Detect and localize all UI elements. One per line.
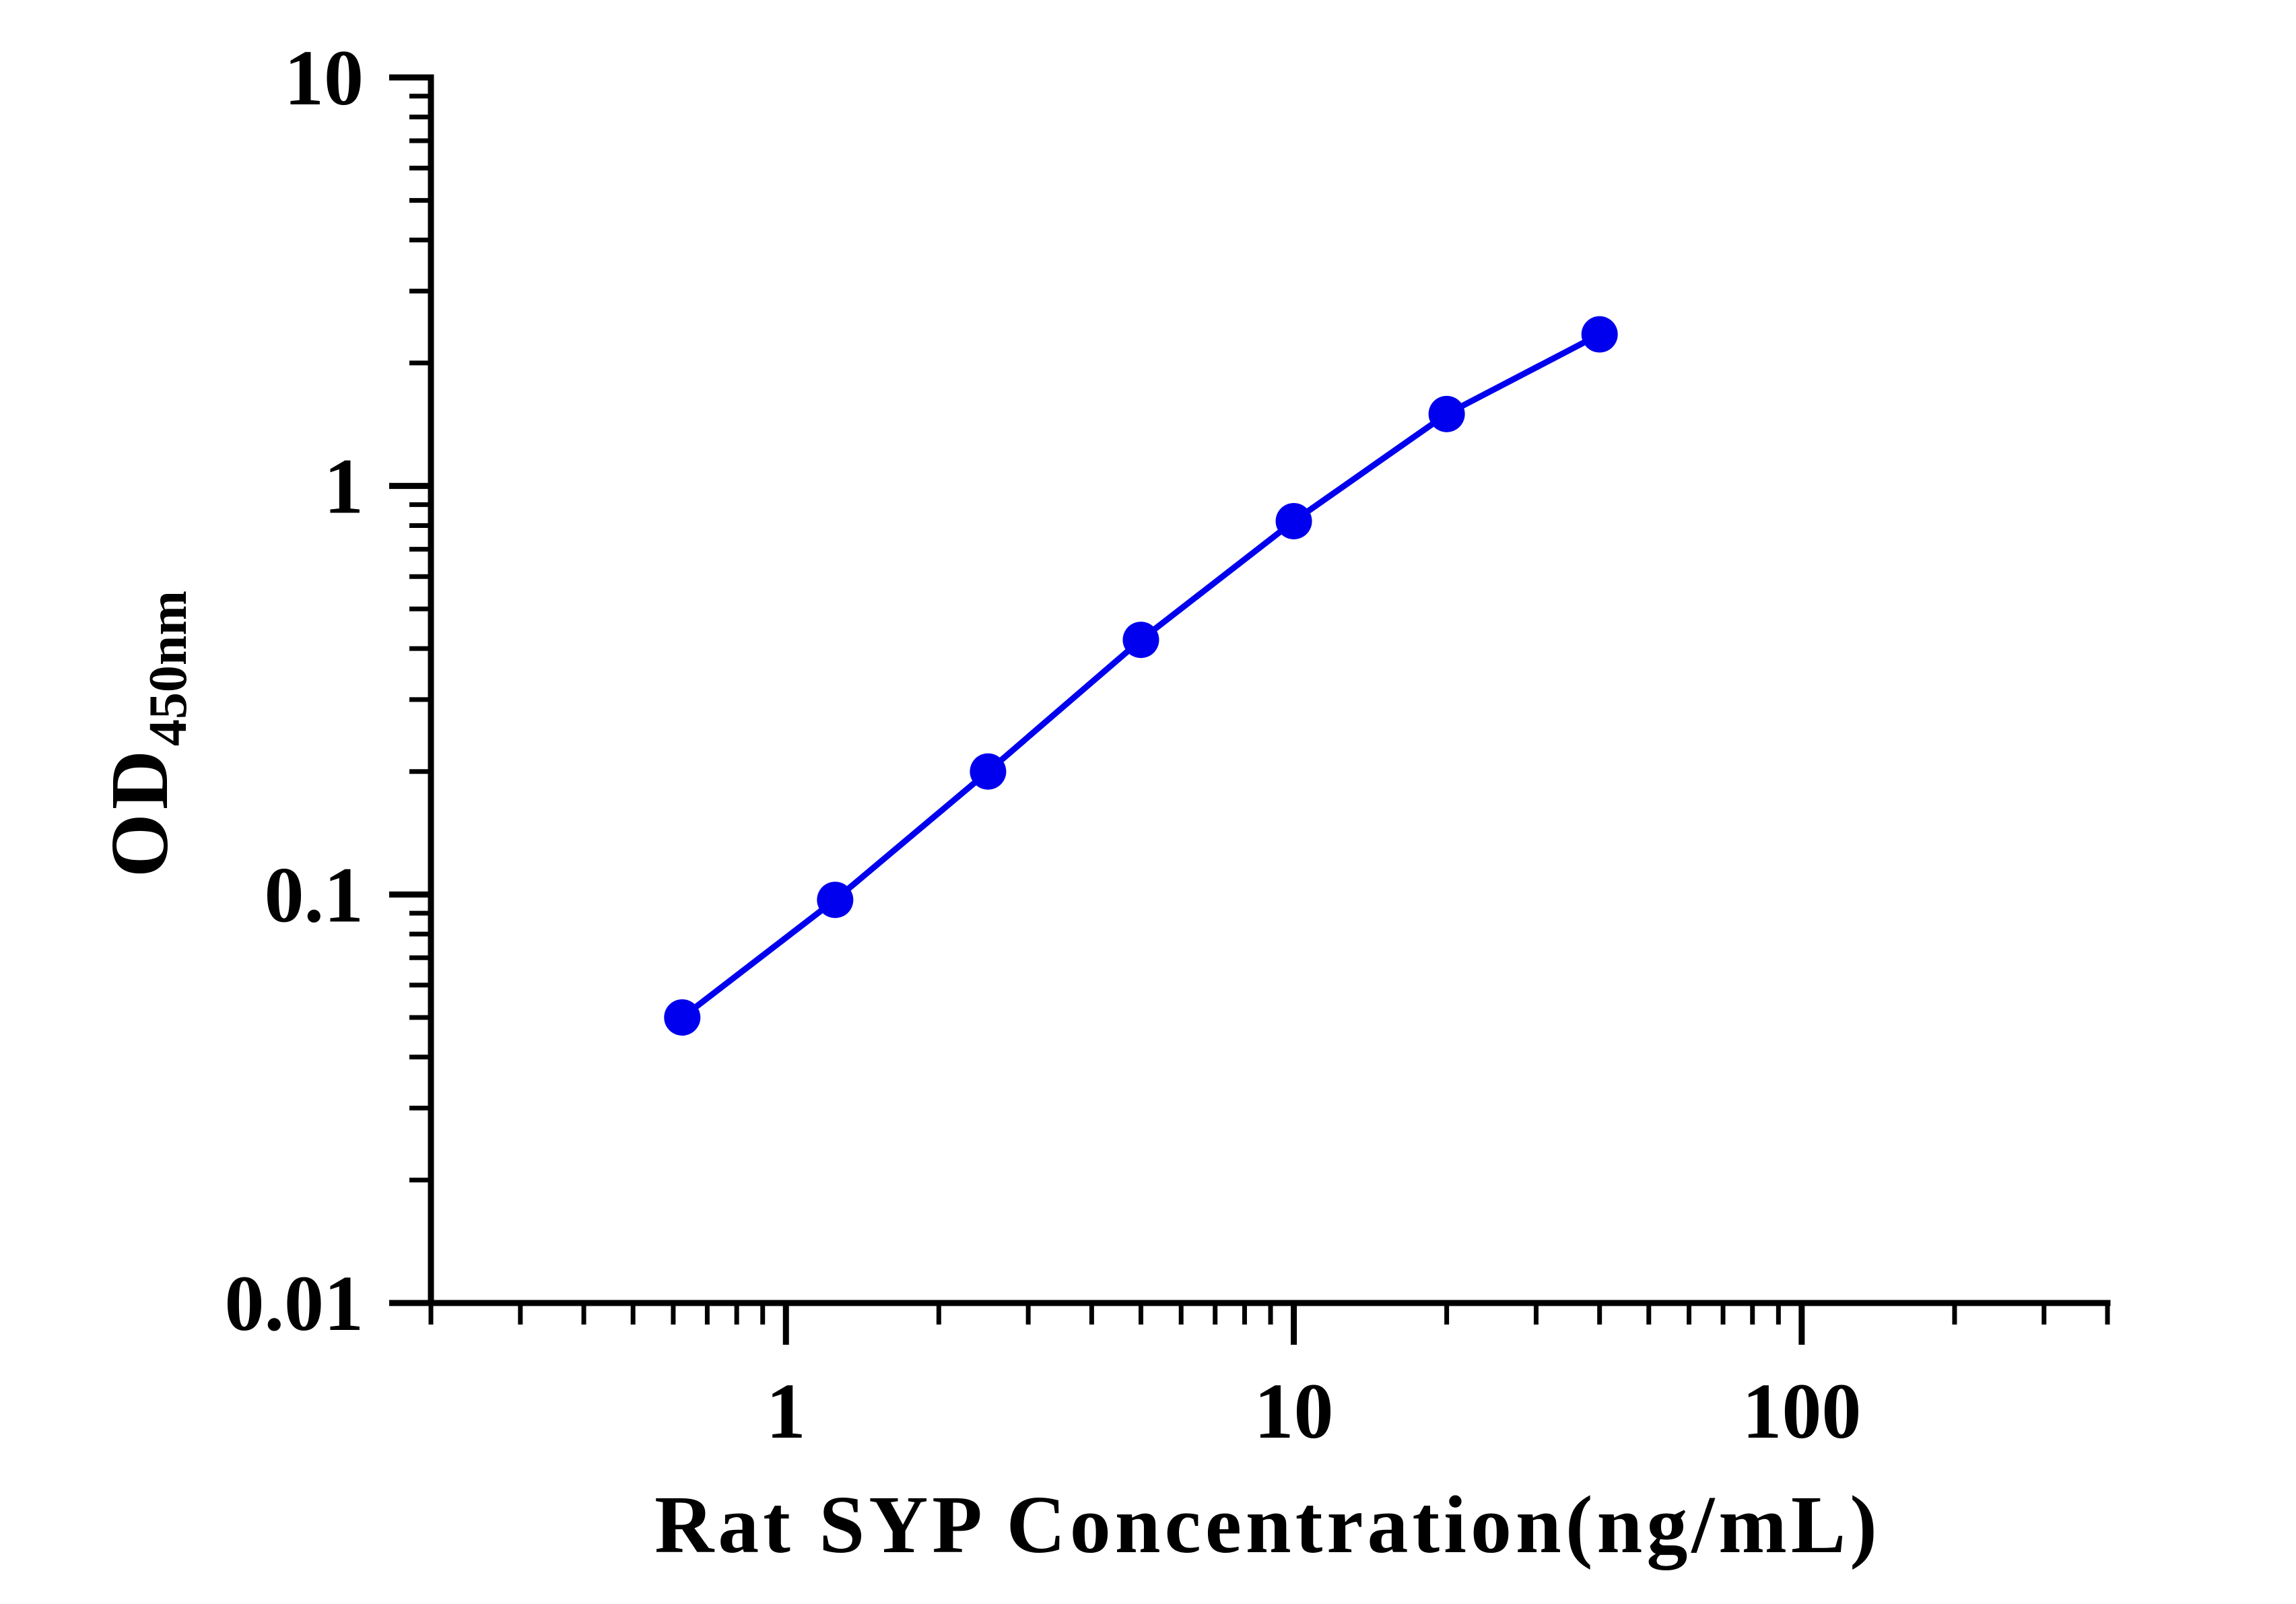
data-point	[664, 999, 701, 1036]
plot-area	[664, 316, 1618, 1036]
y-axis-title-subscript: 450nm	[139, 591, 198, 746]
x-axis-title: Rat SYP Concentration(ng/mL)	[654, 1479, 1881, 1570]
y-axis-title: OD450nm	[94, 591, 198, 877]
data-point	[970, 753, 1007, 790]
data-point	[1428, 395, 1465, 432]
axes: 0.01 0.1 1 10 1 10 100	[225, 34, 2111, 1455]
y-tick-label: 1	[324, 442, 364, 531]
y-axis-title-main: OD	[94, 746, 185, 877]
x-tick-label: 10	[1254, 1367, 1334, 1455]
series-line	[680, 331, 1601, 1020]
y-tick-label: 10	[284, 34, 364, 122]
data-point	[1122, 622, 1159, 659]
data-point	[817, 881, 854, 918]
x-tick-label: 100	[1742, 1367, 1861, 1455]
x-tick-label: 1	[766, 1367, 806, 1455]
y-tick-label: 0.1	[265, 850, 364, 939]
data-point	[1275, 502, 1312, 539]
data-point	[1581, 316, 1618, 353]
y-tick-label: 0.01	[225, 1259, 364, 1347]
